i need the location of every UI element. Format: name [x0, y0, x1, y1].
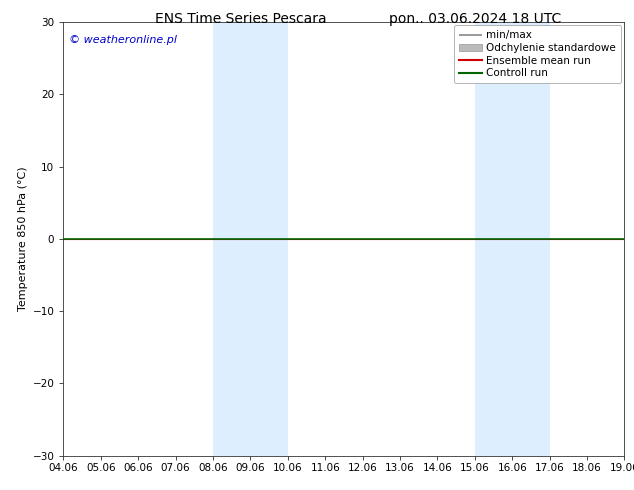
Text: pon.. 03.06.2024 18 UTC: pon.. 03.06.2024 18 UTC [389, 12, 562, 26]
Y-axis label: Temperature 850 hPa (°C): Temperature 850 hPa (°C) [18, 167, 29, 311]
Bar [213, 22, 288, 456]
Text: © weatheronline.pl: © weatheronline.pl [69, 35, 177, 45]
Bar [475, 22, 550, 456]
Legend: min/max, Odchylenie standardowe, Ensemble mean run, Controll run: min/max, Odchylenie standardowe, Ensembl… [454, 25, 621, 83]
Text: ENS Time Series Pescara: ENS Time Series Pescara [155, 12, 327, 26]
